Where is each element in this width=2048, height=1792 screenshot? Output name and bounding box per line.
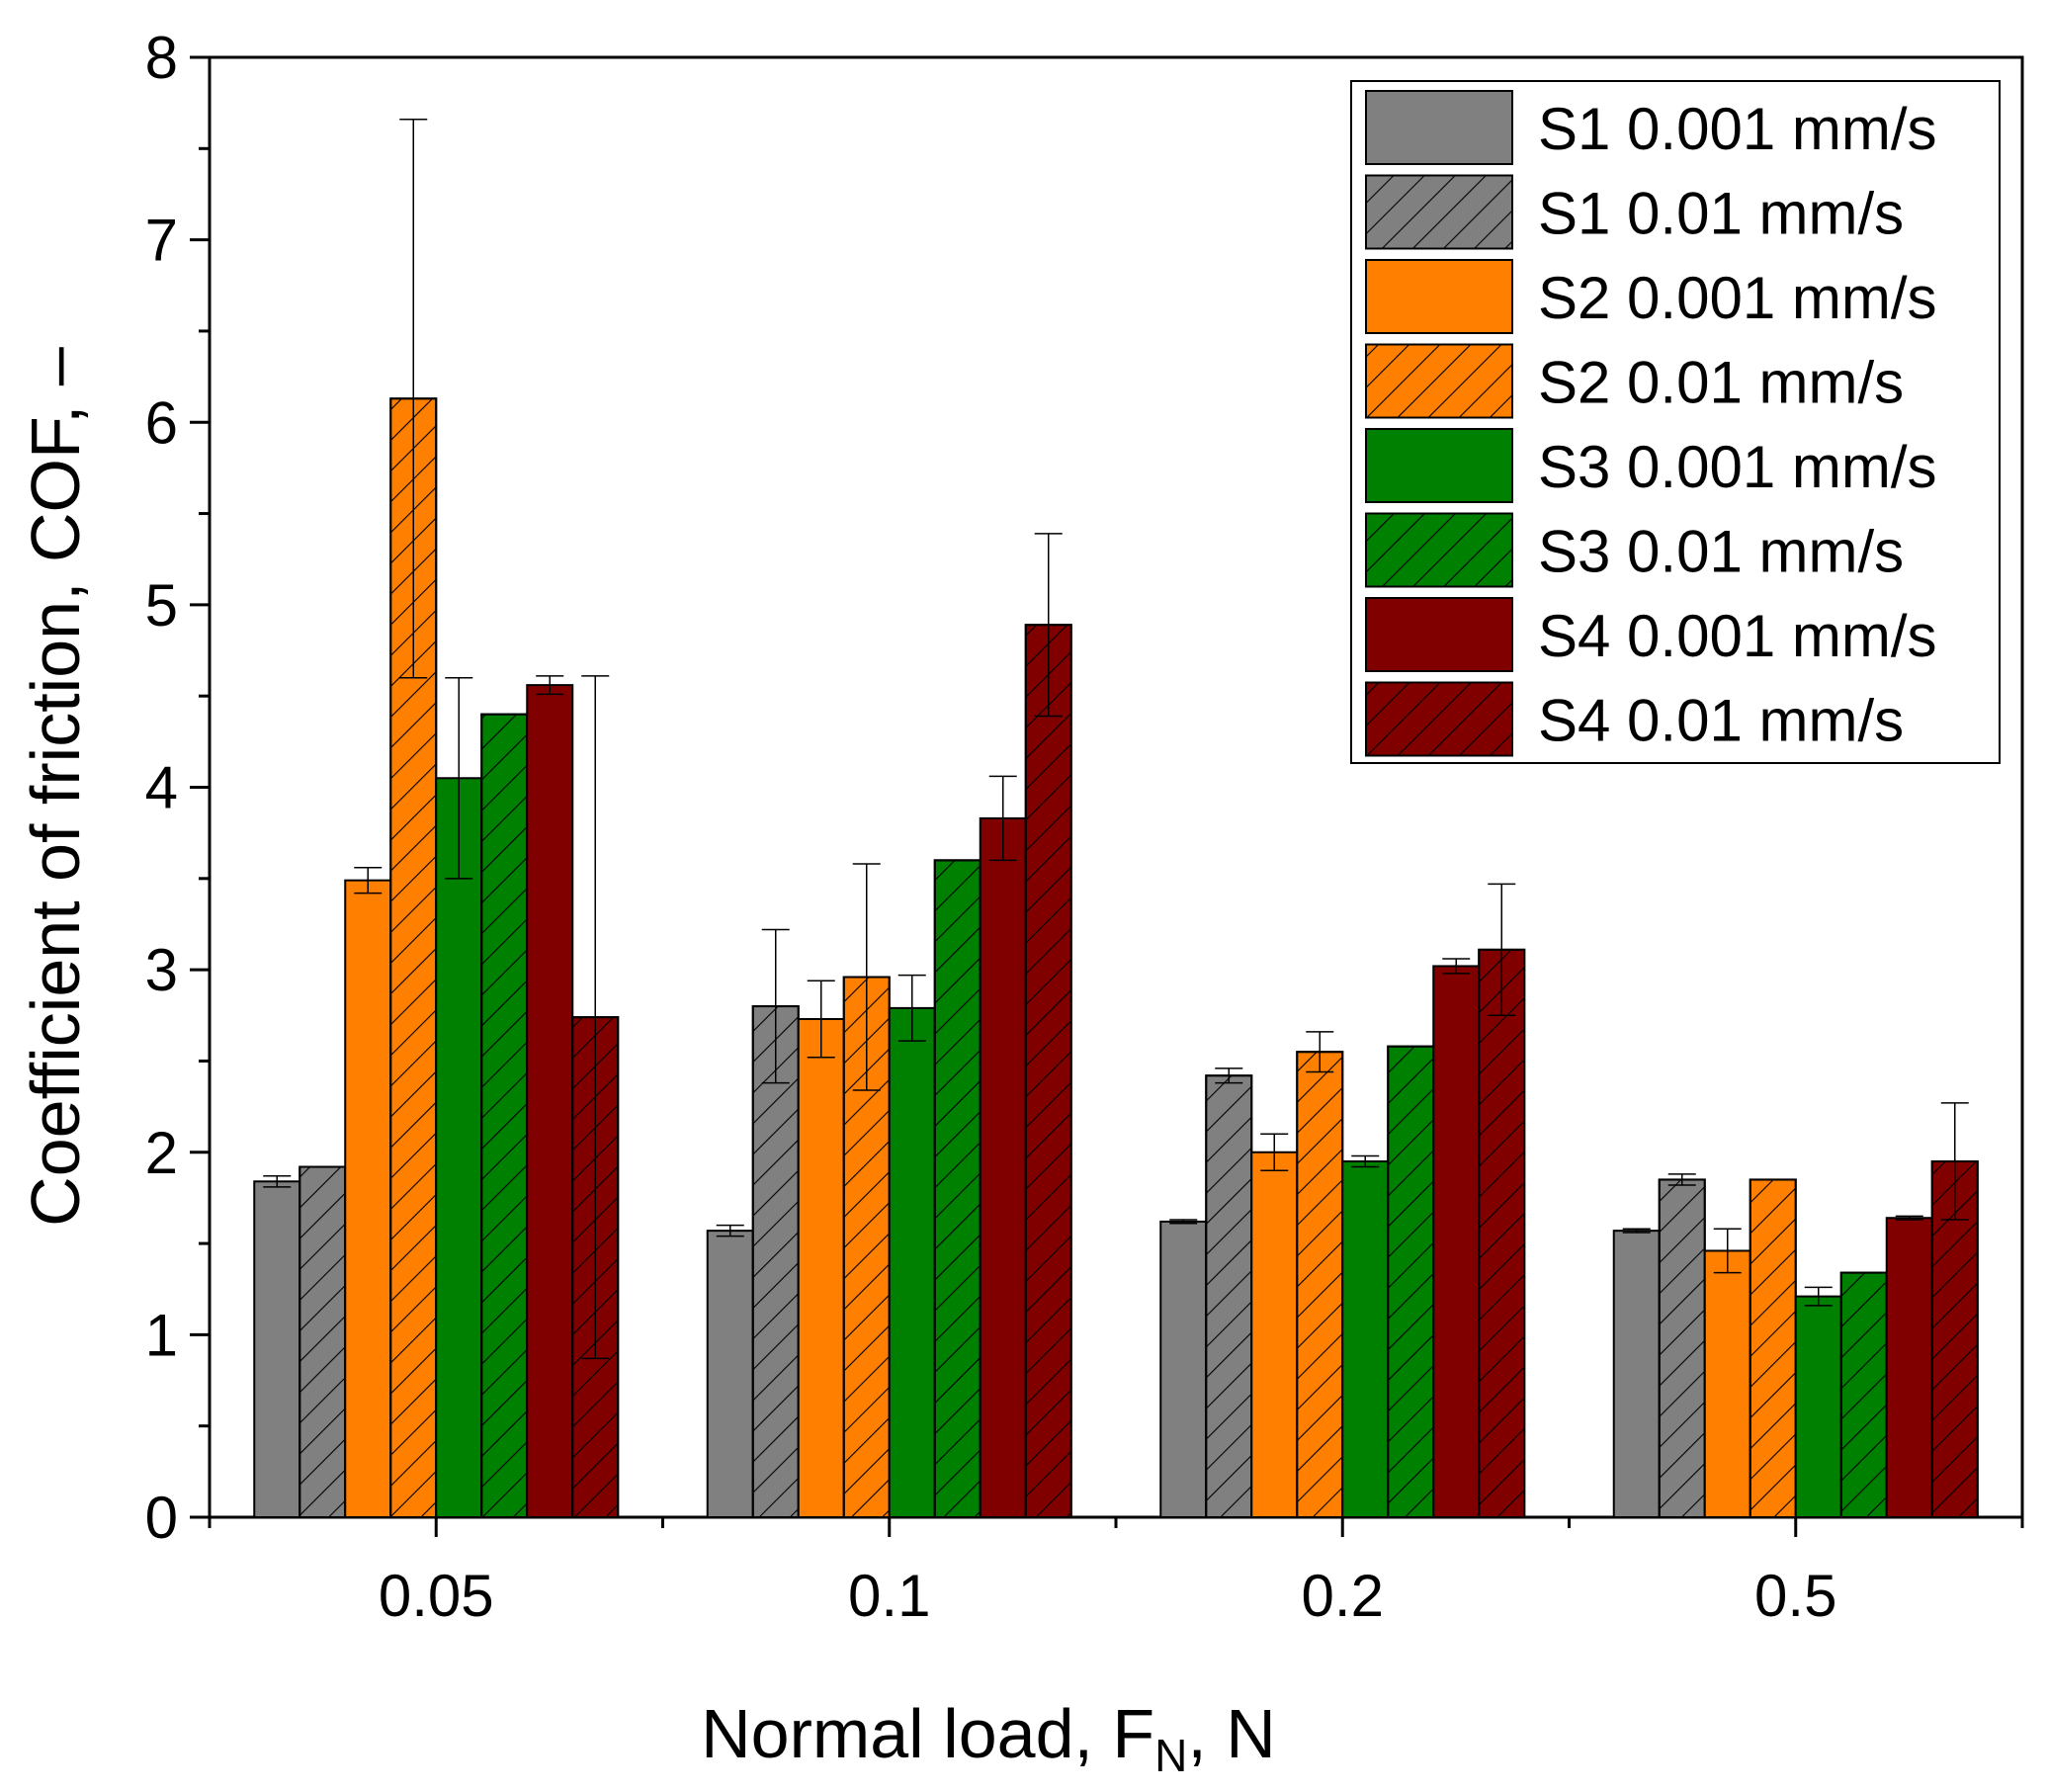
legend-label: S4 0.001 mm/s	[1538, 603, 1937, 669]
x-axis-title: Normal load, FN, N	[701, 1695, 1276, 1781]
legend-swatch-hatch	[1365, 174, 1513, 250]
bars-group	[253, 397, 1979, 1519]
legend-swatch-hatch	[1365, 512, 1513, 588]
legend-swatch	[1365, 90, 1513, 165]
error-bars-group	[263, 119, 1969, 1360]
bar-hatch	[1749, 1178, 1797, 1518]
bar-hatch	[933, 859, 981, 1518]
bar	[1612, 1230, 1661, 1519]
legend-label: S3 0.01 mm/s	[1538, 519, 1904, 585]
legend-label: S3 0.001 mm/s	[1538, 434, 1937, 500]
bar	[1885, 1217, 1933, 1518]
x-tick-label: 0.5	[1754, 1563, 1836, 1629]
bar	[1794, 1295, 1842, 1519]
legend-swatch	[1365, 428, 1513, 503]
y-tick-label: 5	[145, 572, 178, 639]
y-tick-label: 3	[145, 937, 178, 1003]
bar-hatch	[1024, 624, 1072, 1518]
legend-swatch	[1365, 259, 1513, 334]
bar	[797, 1017, 845, 1518]
x-tick-label: 0.05	[379, 1563, 494, 1629]
x-tick-label: 0.1	[848, 1563, 930, 1629]
bar	[253, 1180, 301, 1519]
bar	[344, 879, 392, 1518]
legend-label: S1 0.001 mm/s	[1538, 96, 1937, 162]
bar	[1250, 1151, 1299, 1518]
plot-area	[208, 55, 2024, 1519]
y-tick-label: 0	[145, 1485, 178, 1551]
bar-hatch	[1478, 948, 1526, 1518]
bar-hatch	[1205, 1074, 1253, 1519]
x-tick-label: 0.2	[1302, 1563, 1384, 1629]
y-tick-label: 8	[145, 25, 178, 91]
bar-hatch	[751, 1005, 800, 1518]
legend-label: S4 0.01 mm/s	[1538, 688, 1904, 754]
legend-label: S2 0.01 mm/s	[1538, 350, 1904, 416]
legend: S1 0.001 mm/s S1 0.01 mm/s S2 0.001 mm/s S2…	[1350, 80, 2001, 764]
bar	[1159, 1220, 1208, 1518]
legend-label: S1 0.01 mm/s	[1538, 181, 1904, 247]
bar-hatch	[299, 1165, 347, 1519]
x-axis-title-main: Normal load, F	[701, 1695, 1154, 1772]
bar-hatch	[1930, 1159, 1979, 1518]
x-axis: 0.05 0.1 0.2 0.5	[208, 1517, 2024, 1629]
y-axis: 0 1 2 3 4 5 6 7 8	[145, 25, 210, 1551]
y-tick-label: 6	[145, 389, 178, 456]
bar-hatch	[1296, 1051, 1344, 1519]
bar-hatch	[1387, 1045, 1435, 1518]
bar	[1432, 965, 1481, 1518]
bar	[706, 1230, 754, 1519]
bar	[888, 1006, 936, 1518]
y-tick-label: 2	[145, 1120, 178, 1186]
y-tick-label: 1	[145, 1302, 178, 1368]
y-tick-label: 7	[145, 208, 178, 274]
bar	[979, 816, 1027, 1518]
bar	[1703, 1249, 1751, 1518]
y-axis-title: Coefficient of friction, COF, –	[17, 347, 94, 1227]
x-axis-title-subscript: N	[1154, 1730, 1187, 1781]
legend-swatch-hatch	[1365, 681, 1513, 757]
x-axis-title-unit: , N	[1187, 1695, 1275, 1772]
bar-hatch	[1658, 1178, 1706, 1518]
bar	[1341, 1159, 1390, 1518]
legend-label: S2 0.001 mm/s	[1538, 265, 1937, 331]
legend-swatch	[1365, 597, 1513, 672]
y-tick-label: 4	[145, 755, 178, 821]
bar-hatch	[480, 713, 529, 1518]
legend-swatch-hatch	[1365, 343, 1513, 419]
bar	[435, 777, 483, 1518]
bar-hatch	[1839, 1271, 1888, 1519]
bar	[526, 684, 574, 1518]
